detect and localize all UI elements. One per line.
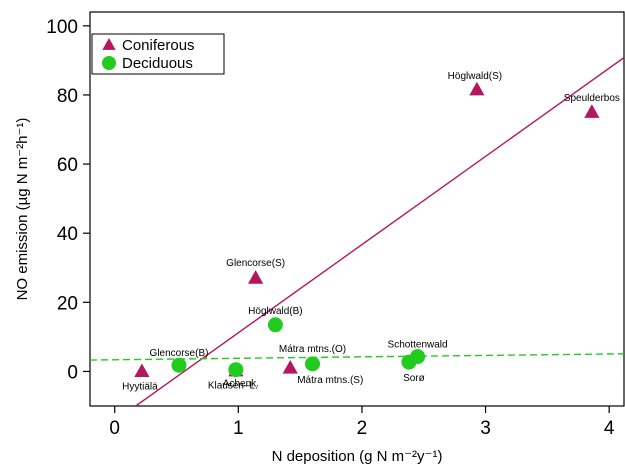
deciduous-point-m-tra-mtns-o bbox=[305, 356, 320, 372]
coniferous-point-m-tra-mtns-s bbox=[282, 359, 298, 374]
coniferous-point-speulderbos bbox=[584, 104, 600, 118]
point-label-m-tra-mtns-o: Mátra mtns.(O) bbox=[279, 344, 346, 355]
x-tick-label: 4 bbox=[604, 418, 615, 439]
legend-label-deciduous: Deciduous bbox=[122, 55, 193, 72]
point-labels: Hyytiälä Glencorse(S) Achenk. Mátra mtns.(S… bbox=[122, 71, 620, 393]
y-axis-title: NO emission (µg N m⁻²h⁻¹) bbox=[14, 118, 31, 301]
point-label-m-tra-mtns-s: Mátra mtns.(S) bbox=[297, 375, 363, 386]
y-tick-label: 80 bbox=[57, 86, 78, 107]
legend-label-coniferous: Coniferous bbox=[122, 37, 195, 54]
point-label-h-glwald-s: Höglwald(S) bbox=[448, 71, 502, 82]
point-label-achenk: Achenk. bbox=[223, 379, 259, 390]
x-axis-title: N deposition (g N m⁻²y⁻¹) bbox=[272, 448, 443, 465]
x-tick-label: 2 bbox=[357, 418, 368, 439]
coniferous-point-hyyti-l bbox=[134, 363, 150, 378]
point-label-glencorse-b: Glencorse(B) bbox=[150, 348, 209, 359]
y-tick-label: 0 bbox=[67, 362, 78, 383]
point-label-klausen-l: Klausen–L. bbox=[208, 381, 258, 392]
y-tick-label: 100 bbox=[46, 17, 78, 38]
y-tick-label: 20 bbox=[57, 293, 78, 314]
y-axis-ticks: 0 20 40 60 80 100 bbox=[46, 17, 90, 383]
coniferous-point-h-glwald-s bbox=[469, 81, 485, 96]
deciduous-point-klausen-l bbox=[228, 362, 244, 378]
legend-triangle-icon bbox=[102, 38, 116, 50]
deciduous-point-glencorse-b bbox=[171, 357, 187, 373]
deciduous-point-h-glwald-b bbox=[267, 317, 283, 333]
plot-frame bbox=[89, 11, 625, 407]
coniferous-point-glencorse-s bbox=[248, 270, 264, 284]
legend-circle-icon bbox=[102, 56, 116, 70]
point-label-hyyti-l: Hyytiälä bbox=[122, 381, 158, 392]
x-tick-label: 3 bbox=[480, 418, 491, 439]
coniferous-fit-line bbox=[135, 57, 624, 406]
deciduous-point-schottenwald bbox=[410, 349, 426, 365]
point-label-glencorse-s: Glencorse(S) bbox=[226, 258, 285, 269]
point-label-sor: Sorø bbox=[403, 373, 425, 384]
x-axis-ticks: 0 1 2 3 4 bbox=[109, 406, 615, 439]
point-label-h-glwald-b: Höglwald(B) bbox=[248, 306, 302, 317]
point-label-speulderbos: Speulderbos bbox=[564, 93, 620, 104]
data-points bbox=[134, 81, 600, 378]
x-tick-label: 1 bbox=[233, 418, 244, 439]
x-tick-label: 0 bbox=[109, 418, 120, 439]
y-tick-label: 40 bbox=[57, 224, 78, 245]
point-label-schottenwald: Schottenwald bbox=[388, 340, 448, 351]
y-tick-label: 60 bbox=[57, 155, 78, 176]
